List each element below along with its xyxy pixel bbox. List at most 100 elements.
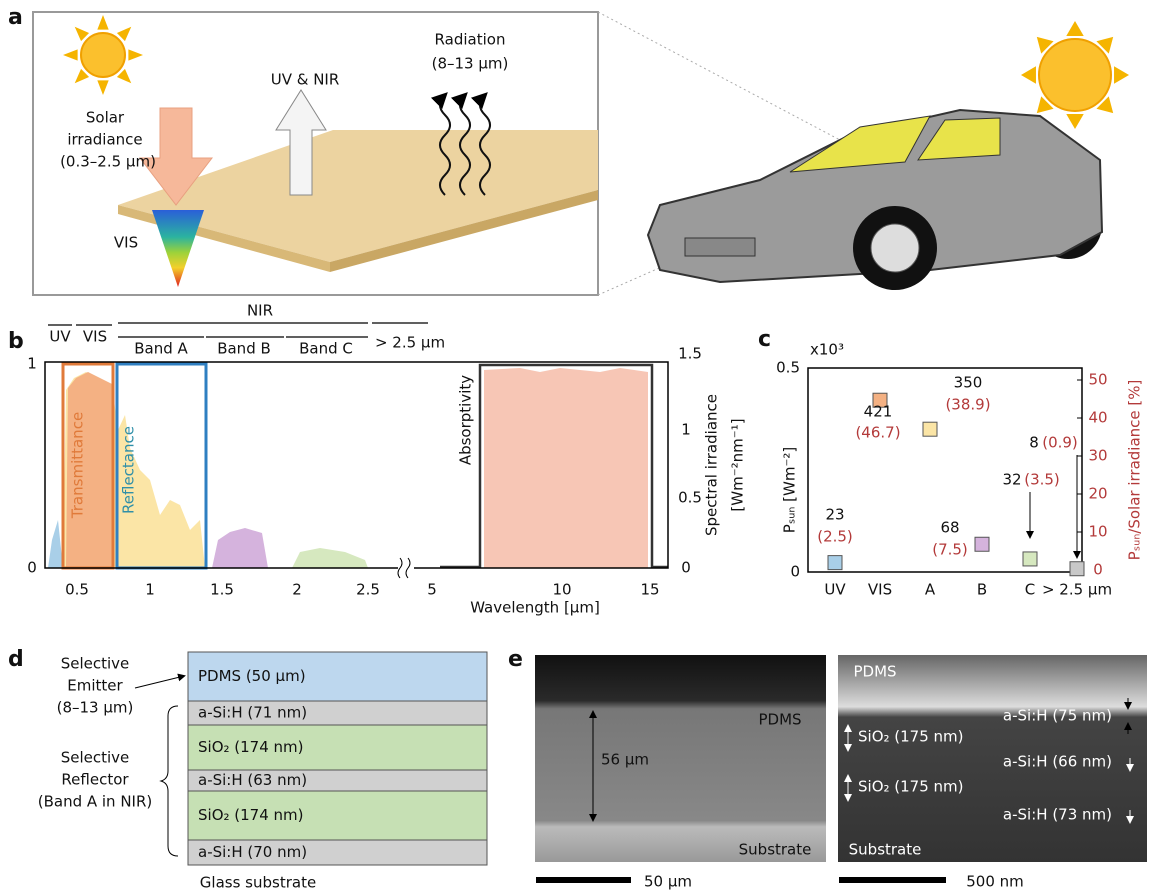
y2-tick-label: 1.5 [678, 345, 702, 363]
value-label: 421 [864, 403, 893, 421]
x-tick-label: 10 [552, 581, 571, 599]
annotation: Radiation [435, 31, 506, 49]
value-label: 350 [954, 374, 983, 392]
x-tick-label: VIS [868, 581, 892, 599]
uv-spectrum [48, 520, 63, 568]
data-point [828, 556, 842, 570]
sun-ray [1066, 21, 1083, 36]
annotation: (Band A in NIR) [38, 793, 153, 811]
guide-line [598, 12, 840, 140]
annotation: Selective [61, 749, 130, 767]
vis-arrow [152, 210, 204, 287]
absorbed-spectrum [484, 368, 648, 568]
y2-tick-label: 10 [1088, 523, 1107, 541]
annotation: UV & NIR [271, 71, 340, 89]
panel-label: c [758, 327, 771, 352]
pointer-arrow [135, 676, 184, 688]
sun-ray [97, 15, 108, 30]
figure: a Radiation (8–13 µm) UV & NIR Solar irr… [0, 0, 1165, 894]
image-label: Substrate [849, 841, 922, 859]
band-label: > 2.5 µm [375, 334, 445, 352]
sun-ray [1114, 66, 1129, 83]
y2-axis-label: Spectral irradiance [703, 394, 721, 536]
band-label: Band A [134, 340, 188, 358]
substrate-label: Glass substrate [200, 874, 316, 892]
y2-tick-label: 20 [1088, 485, 1107, 503]
annotation: Selective [61, 655, 130, 673]
band-label: Band B [217, 340, 271, 358]
percent-label: (38.9) [945, 396, 990, 414]
percent-label: (46.7) [855, 424, 900, 442]
layer-label: SiO₂ (174 nm) [198, 806, 304, 824]
y-tick-label: 0 [27, 559, 37, 577]
y2-axis-label: Pₛᵤₙ/Solar irradiance [%] [1126, 380, 1144, 561]
layer-stack: PDMS (50 µm) a-Si:H (71 nm) SiO₂ (174 nm) a… [188, 652, 487, 865]
y2-axis-label: [Wm⁻²nm⁻¹] [729, 418, 747, 511]
data-point [1070, 562, 1084, 576]
y2-tick-label: 0 [1093, 561, 1103, 579]
annotation: Solar [86, 109, 125, 127]
image-label: a-Si:H (66 nm) [1003, 753, 1112, 771]
sem-image [535, 655, 826, 862]
image-label: a-Si:H (73 nm) [1003, 806, 1112, 824]
percent-label: (2.5) [817, 528, 853, 546]
y-axis-label: Pₛᵤₙ [Wm⁻²] [781, 447, 799, 534]
x-tick-label: 2 [292, 581, 302, 599]
x-tick-label: 1 [145, 581, 155, 599]
sun-ray [97, 80, 108, 95]
annotation: Emitter [67, 677, 123, 695]
curve-label: Reflectance [120, 426, 138, 514]
x-tick-labels: 0.511.522.551015 [65, 581, 659, 599]
scale-bar [839, 877, 946, 883]
annotation: VIS [114, 234, 138, 252]
x-tick-label: A [925, 581, 936, 599]
band-label: VIS [83, 328, 107, 346]
image-label: SiO₂ (175 nm) [858, 728, 964, 746]
percent-label: (3.5) [1024, 471, 1060, 489]
layer-label: PDMS (50 µm) [198, 667, 306, 685]
image-label: PDMS [853, 663, 896, 681]
percent-label: (0.9) [1042, 434, 1078, 452]
annotation: irradiance [67, 131, 142, 149]
y-tick-label: 0 [790, 563, 800, 581]
axis-multiplier: x10³ [810, 341, 844, 359]
scale-label: 500 nm [966, 873, 1024, 891]
plot: 00.501020304050UV23(2.5)VIS421(46.7)A350… [776, 359, 1112, 599]
data-point [923, 422, 937, 436]
hub [871, 224, 919, 272]
data-point [1023, 552, 1037, 566]
x-tick-label: C [1025, 581, 1035, 599]
sun-disc [1039, 39, 1111, 111]
x-tick-label: 1.5 [210, 581, 234, 599]
image-label: Substrate [739, 841, 812, 859]
sun-ray [63, 49, 78, 60]
car [648, 110, 1102, 290]
image-label: SiO₂ (175 nm) [858, 778, 964, 796]
y-tick-label: 1 [27, 355, 37, 373]
sun [63, 15, 143, 95]
band-label: Band C [299, 340, 353, 358]
value-label: 32 [1002, 471, 1021, 489]
y2-tick-label: 30 [1088, 447, 1107, 465]
curve-label: Absorptivity [457, 375, 475, 465]
x-axis-label: Wavelength [µm] [470, 599, 600, 617]
scale-bar [536, 877, 631, 883]
band-c-spectrum [292, 548, 368, 568]
sun-disc [81, 33, 125, 77]
sun-ray [1066, 114, 1083, 129]
panel-label: d [8, 647, 24, 672]
x-tick-label: 15 [640, 581, 659, 599]
sun-ray [128, 49, 143, 60]
data-point [975, 537, 989, 551]
y2-tick-label: 0.5 [678, 489, 702, 507]
y2-tick-label: 0 [681, 559, 691, 577]
curve-label: Transmittance [69, 412, 87, 519]
image-label: a-Si:H (75 nm) [1003, 707, 1112, 725]
layer-label: a-Si:H (71 nm) [198, 704, 307, 722]
layer-label: a-Si:H (70 nm) [198, 843, 307, 861]
y-tick-label: 0.5 [776, 359, 800, 377]
annotation: (8–13 µm) [57, 699, 134, 717]
annotation: (0.3–2.5 µm) [60, 153, 156, 171]
value-label: 68 [940, 519, 959, 537]
band-label: UV [49, 328, 71, 346]
